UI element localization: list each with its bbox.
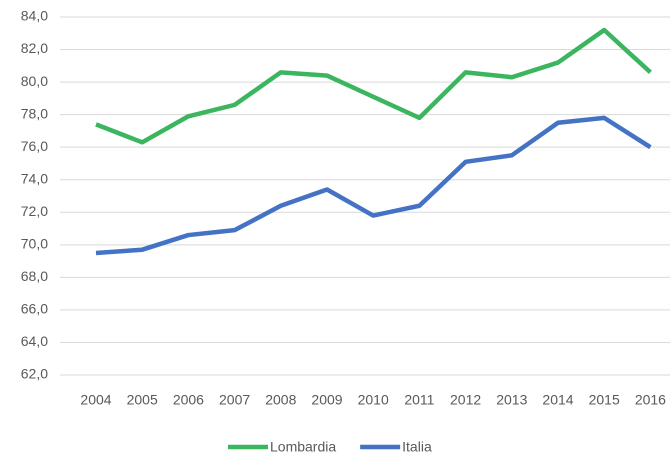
x-tick-label: 2015 [589, 392, 620, 408]
y-tick-label: 76,0 [21, 138, 48, 154]
x-tick-label: 2012 [450, 392, 481, 408]
y-tick-label: 70,0 [21, 236, 48, 252]
y-tick-label: 64,0 [21, 333, 48, 349]
x-tick-label: 2014 [542, 392, 573, 408]
x-tick-label: 2007 [219, 392, 250, 408]
y-tick-label: 66,0 [21, 301, 48, 317]
x-tick-label: 2010 [358, 392, 389, 408]
y-tick-label: 84,0 [21, 8, 48, 24]
y-tick-label: 82,0 [21, 40, 48, 56]
x-tick-label: 2006 [173, 392, 204, 408]
y-tick-label: 68,0 [21, 268, 48, 284]
series-line [95, 27, 652, 145]
y-tick-label: 62,0 [21, 366, 48, 382]
x-tick-label: 2005 [127, 392, 158, 408]
x-tick-label: 2013 [496, 392, 527, 408]
y-tick-label: 74,0 [21, 170, 48, 186]
y-tick-label: 78,0 [21, 105, 48, 121]
legend-label: Italia [402, 439, 432, 455]
x-tick-label: 2009 [311, 392, 342, 408]
x-tick-label: 2011 [404, 392, 434, 408]
x-tick-label: 2016 [635, 392, 666, 408]
x-tick-label: 2004 [80, 392, 111, 408]
series-line [95, 115, 652, 256]
x-tick-label: 2008 [265, 392, 296, 408]
legend-label: Lombardia [270, 439, 336, 455]
y-tick-label: 80,0 [21, 73, 48, 89]
y-tick-label: 72,0 [21, 203, 48, 219]
